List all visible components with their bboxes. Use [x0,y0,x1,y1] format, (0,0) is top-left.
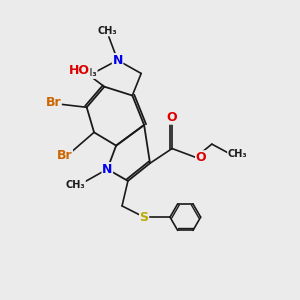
Text: CH₃: CH₃ [77,68,97,78]
Text: HO: HO [69,64,90,77]
Text: O: O [196,151,206,164]
Text: N: N [112,54,123,67]
Text: O: O [167,111,177,124]
Text: Br: Br [46,96,61,110]
Text: CH₃: CH₃ [98,26,117,36]
Text: N: N [102,163,112,176]
Text: CH₃: CH₃ [228,149,247,159]
Text: CH₃: CH₃ [66,180,85,190]
Text: S: S [140,211,148,224]
Text: Br: Br [57,148,72,161]
